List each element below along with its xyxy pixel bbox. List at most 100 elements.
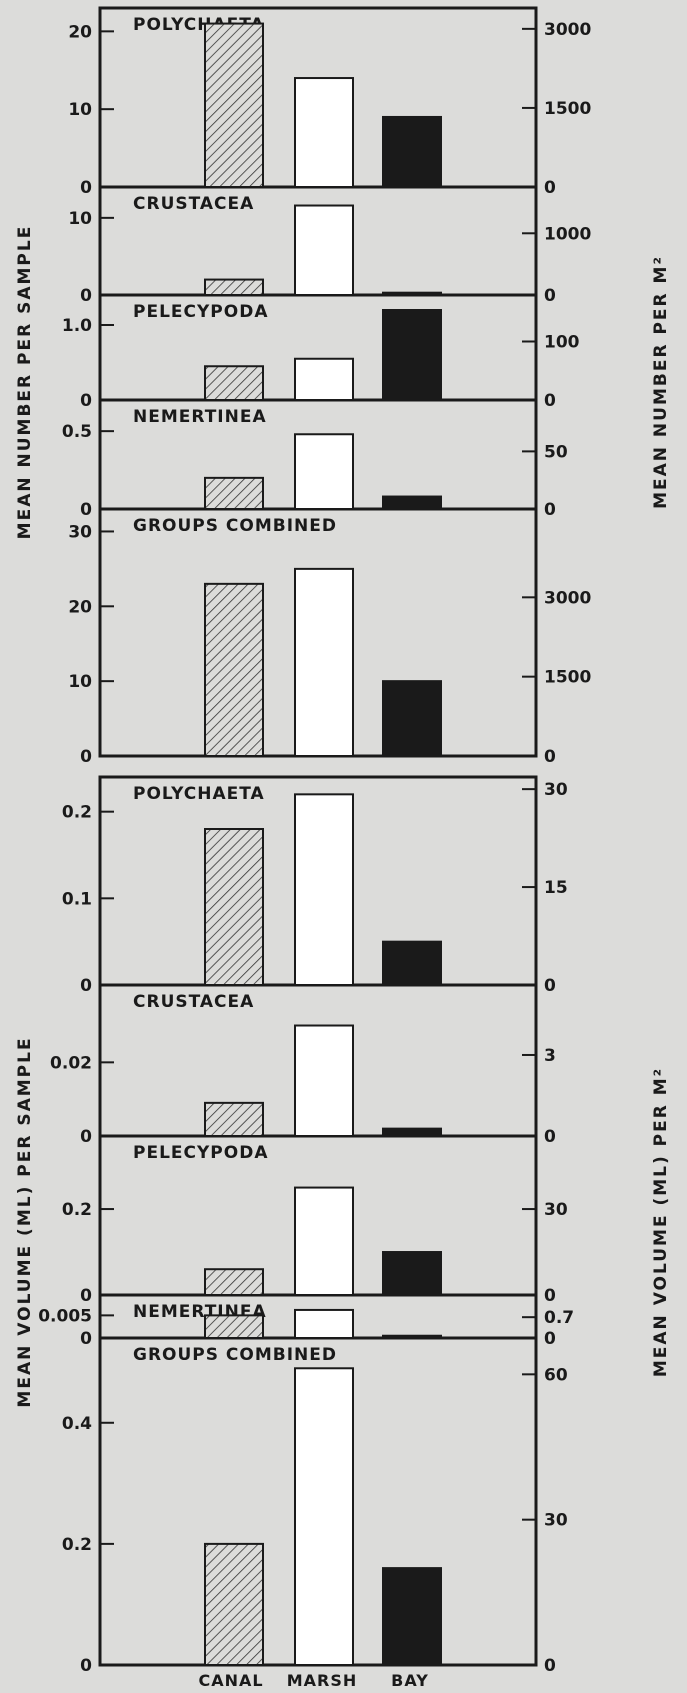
left-tick-label: 1.0 — [62, 316, 92, 336]
left-tick-label: 0 — [80, 976, 92, 996]
bar-marsh — [294, 433, 354, 510]
panel-pelecypoda: PELECYPODA 0 1.0 0 100 — [62, 302, 580, 411]
bar-canal — [204, 1268, 264, 1296]
y-axis-label-right: MEAN VOLUME (ML) PER M² — [651, 1067, 671, 1377]
bar-bay — [382, 115, 442, 188]
category-labels: CANAL MARSH BAY — [198, 1671, 429, 1690]
panel-groups-combined: GROUPS COMBINED 0 0.2 0.4 0 30 60 — [62, 1345, 568, 1676]
bar-marsh — [294, 567, 354, 757]
left-tick-label: 0.5 — [62, 422, 92, 442]
panel-title: GROUPS COMBINED — [133, 1345, 337, 1365]
left-tick-label: 0 — [80, 1127, 92, 1147]
left-tick-label: 0.2 — [62, 1535, 92, 1555]
bar-canal — [204, 828, 264, 986]
right-tick-label: 0 — [544, 286, 556, 306]
right-tick-label: 3 — [544, 1046, 556, 1066]
left-tick-label: 0.1 — [62, 889, 92, 909]
left-tick-label: 20 — [68, 597, 92, 617]
left-tick-label: 10 — [68, 100, 92, 120]
left-tick-label: 0 — [80, 1329, 92, 1349]
right-tick-label: 0 — [544, 1656, 556, 1676]
panel-groups-combined: GROUPS COMBINED 0 10 20 30 0 1500 3000 — [68, 516, 591, 767]
left-tick-label: 0 — [80, 747, 92, 767]
bar-marsh — [294, 77, 354, 188]
right-tick-label: 30 — [544, 1200, 568, 1220]
bar-bay — [382, 495, 442, 510]
bar-canal — [204, 582, 264, 758]
bar-bay — [382, 1567, 442, 1666]
left-tick-label: 0.4 — [62, 1414, 92, 1434]
right-tick-label: 0 — [544, 391, 556, 411]
left-tick-label: 0 — [80, 1656, 92, 1676]
right-tick-label: 100 — [544, 333, 580, 353]
right-tick-label: 0 — [544, 1286, 556, 1306]
bar-bay — [382, 1334, 442, 1339]
left-tick-label: 0 — [80, 178, 92, 198]
panel-pelecypoda: PELECYPODA 0 0.2 0 30 — [62, 1143, 568, 1306]
right-tick-label: 0 — [544, 1127, 556, 1147]
right-tick-label: 60 — [544, 1365, 568, 1385]
bar-bay — [382, 1251, 442, 1296]
category-label-bay: BAY — [391, 1671, 429, 1690]
bar-canal — [204, 1314, 264, 1339]
left-tick-label: 0.005 — [38, 1306, 92, 1326]
right-tick-label: 0 — [544, 976, 556, 996]
right-tick-label: 0 — [544, 178, 556, 198]
category-label-marsh: MARSH — [287, 1671, 358, 1690]
left-tick-label: 30 — [68, 522, 92, 542]
bar-marsh — [294, 357, 354, 401]
y-axis-label-right: MEAN NUMBER PER M² — [651, 255, 671, 509]
panel-crustacea: CRUSTACEA 0 0.02 0 3 — [50, 992, 556, 1147]
y-axis-label-left: MEAN VOLUME (ML) PER SAMPLE — [15, 1036, 35, 1407]
right-tick-label: 1500 — [544, 99, 591, 119]
left-tick-label: 0 — [80, 286, 92, 306]
panel-title: CRUSTACEA — [133, 992, 254, 1012]
bar-marsh — [294, 1024, 354, 1138]
panel-nemertinea: NEMERTINEA 0 0.5 0 50 — [62, 407, 568, 520]
bar-marsh — [294, 204, 354, 296]
right-tick-label: 1000 — [544, 224, 591, 244]
bar-canal — [204, 1101, 264, 1137]
left-tick-label: 0 — [80, 500, 92, 520]
panel-crustacea: CRUSTACEA 0 10 0 1000 — [68, 194, 591, 306]
bar-canal — [204, 278, 264, 297]
right-tick-label: 1500 — [544, 668, 591, 688]
chart-marks: POLYCHAETA01020015003000CRUSTACEA0100100… — [38, 15, 591, 1676]
right-tick-label: 3000 — [544, 588, 591, 608]
bar-bay — [382, 940, 442, 987]
right-tick-label: 0 — [544, 500, 556, 520]
right-tick-label: 3000 — [544, 20, 591, 40]
panel-title: POLYCHAETA — [133, 784, 265, 804]
panel-title: NEMERTINEA — [133, 407, 267, 427]
left-tick-label: 0 — [80, 1286, 92, 1306]
bar-canal — [204, 1542, 264, 1667]
right-tick-label: 15 — [544, 878, 568, 898]
left-tick-label: 0.02 — [50, 1053, 92, 1073]
bar-marsh — [294, 1367, 354, 1667]
panel-title: PELECYPODA — [133, 302, 268, 322]
left-tick-label: 0 — [80, 391, 92, 411]
right-tick-label: 0.7 — [544, 1308, 574, 1328]
bar-bay — [382, 291, 442, 296]
bar-marsh — [294, 1186, 354, 1297]
panel-title: GROUPS COMBINED — [133, 516, 337, 536]
right-tick-label: 50 — [544, 442, 568, 462]
panel-polychaeta: POLYCHAETA 0 0.1 0.2 0 15 30 — [62, 780, 568, 996]
bar-bay — [382, 309, 442, 401]
left-tick-label: 10 — [68, 672, 92, 692]
right-tick-label: 30 — [544, 780, 568, 800]
bar-bay — [382, 1127, 442, 1138]
right-tick-label: 0 — [544, 747, 556, 767]
panel-title: PELECYPODA — [133, 1143, 268, 1163]
left-tick-label: 0.2 — [62, 803, 92, 823]
left-tick-label: 0.2 — [62, 1200, 92, 1220]
bar-marsh — [294, 793, 354, 986]
y-axis-label-left: MEAN NUMBER PER SAMPLE — [15, 225, 35, 540]
bar-canal — [204, 22, 264, 189]
panel-title: CRUSTACEA — [133, 194, 254, 214]
bar-canal — [204, 365, 264, 401]
left-tick-label: 20 — [68, 22, 92, 42]
bar-marsh — [294, 1308, 354, 1340]
right-tick-label: 0 — [544, 1329, 556, 1349]
